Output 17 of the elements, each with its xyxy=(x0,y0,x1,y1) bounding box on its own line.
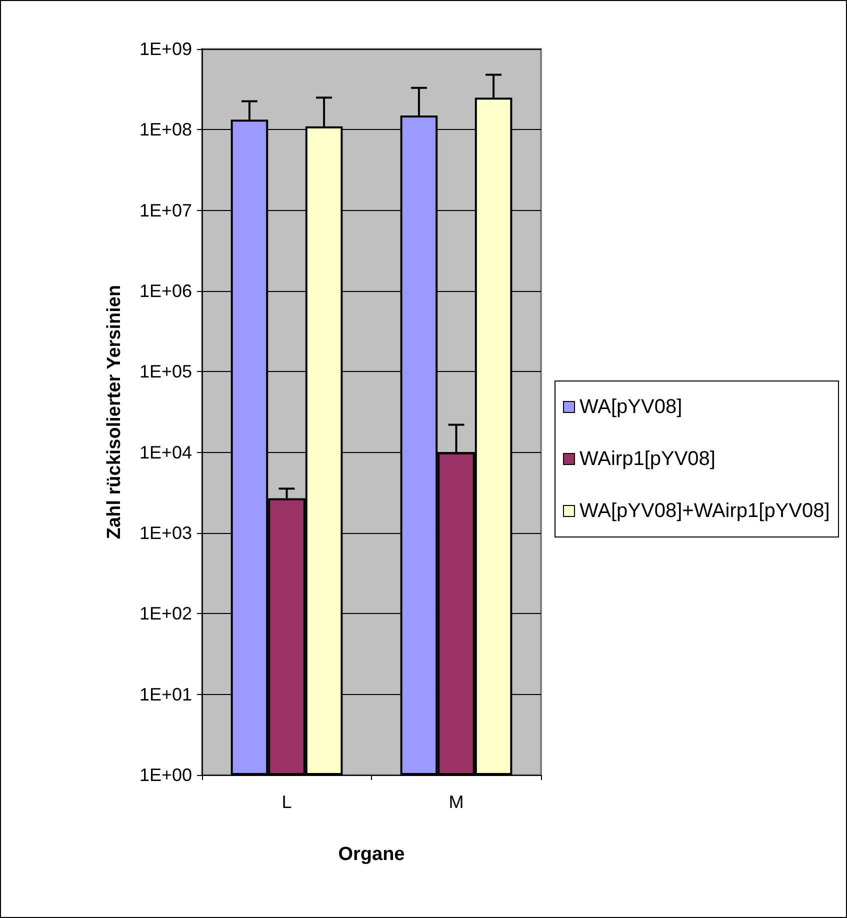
y-tick-label: 1E+00 xyxy=(139,765,192,785)
legend-label: WA[pYV08] xyxy=(580,396,682,418)
y-axis-title: Zahl rückisolierter Yersinien xyxy=(104,284,125,540)
y-tick-label: 1E+05 xyxy=(139,362,192,382)
legend-label: WA[pYV08]+WAirp1[pYV08] xyxy=(580,500,830,522)
y-tick-label: 1E+01 xyxy=(139,684,192,704)
x-tick-label: M xyxy=(448,792,464,812)
x-tick-label: L xyxy=(282,792,292,812)
y-tick-label: 1E+04 xyxy=(139,442,192,462)
legend-label: WAirp1[pYV08] xyxy=(580,448,716,470)
y-tick-label: 1E+07 xyxy=(139,200,192,220)
y-tick-label: 1E+08 xyxy=(139,120,192,140)
y-tick-label: 1E+09 xyxy=(139,39,192,59)
y-tick-label: 1E+03 xyxy=(139,523,192,543)
y-tick-label: 1E+02 xyxy=(139,604,192,624)
x-axis-title: Organe xyxy=(338,844,405,865)
y-tick-label: 1E+06 xyxy=(139,281,192,301)
